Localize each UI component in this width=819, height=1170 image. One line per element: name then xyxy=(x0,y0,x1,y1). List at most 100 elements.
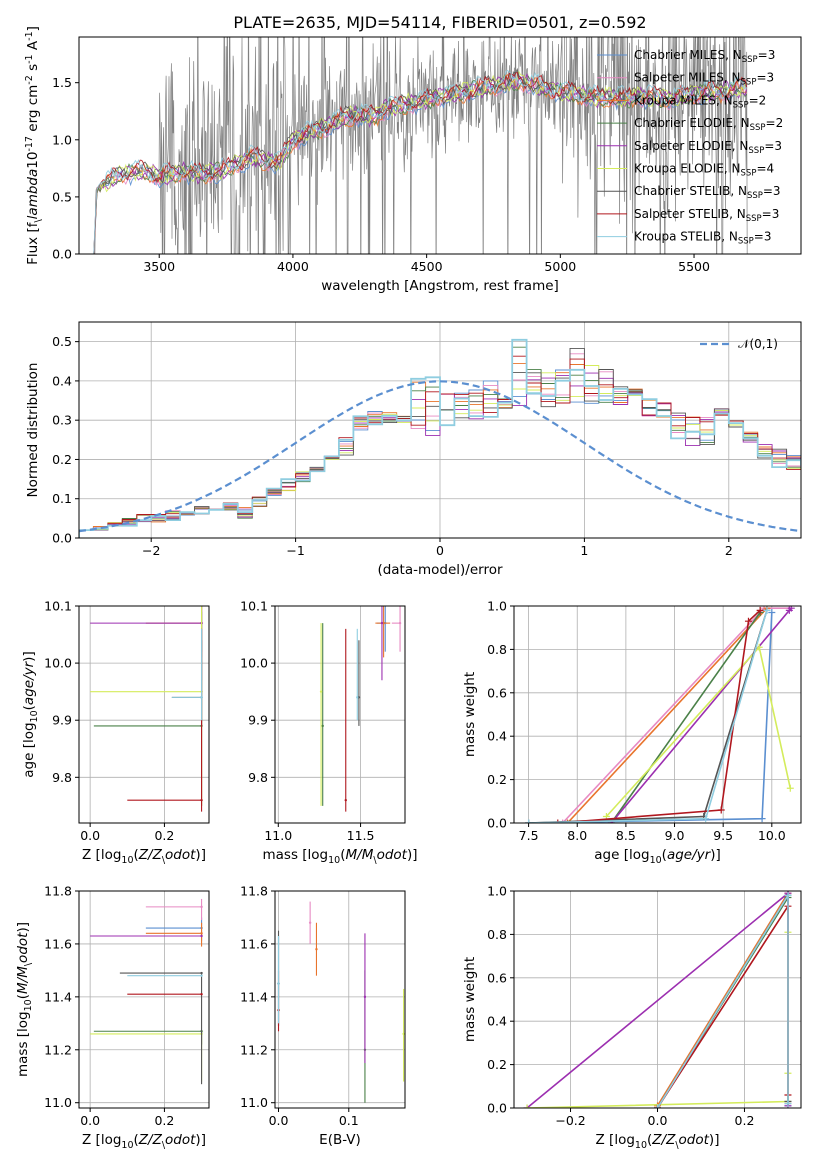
data-point xyxy=(315,948,318,951)
data-point xyxy=(277,982,280,985)
x-axis-label: wavelength [Angstrom, rest frame] xyxy=(321,278,559,294)
x-tick-label: 0 xyxy=(436,543,444,558)
y-tick-label: 10.1 xyxy=(44,599,72,614)
x-tick-label: 0.0 xyxy=(269,1113,289,1128)
y-tick-label: 0.8 xyxy=(487,927,507,942)
gridlines xyxy=(79,605,209,823)
y-tick-label: 1.0 xyxy=(487,884,507,899)
y-tick-label: 0.4 xyxy=(487,729,507,744)
x-tick-label: 4000 xyxy=(277,259,309,274)
x-axis-label: Z [log10(Z/Z\odot)] xyxy=(82,1132,206,1151)
x-tick-label: −2 xyxy=(142,543,160,558)
axes-frame xyxy=(78,605,210,824)
x-tick-label: 0.2 xyxy=(735,1113,755,1128)
data-point xyxy=(200,905,203,909)
series-marker xyxy=(702,815,710,823)
y-tick-label: 0.2 xyxy=(487,772,507,787)
hist-salpeter-miles xyxy=(79,353,801,538)
y-tick-label: 0.6 xyxy=(487,970,507,985)
series-marker xyxy=(758,815,766,823)
y-tick-label: 1.0 xyxy=(487,599,507,614)
x-axis-label: Z [log10(Z/Z\odot)] xyxy=(596,1132,720,1151)
data-point xyxy=(398,621,402,625)
axes-frame xyxy=(274,605,406,824)
x-tick-label: 0.0 xyxy=(648,1113,668,1128)
series-line-kroupa-miles xyxy=(566,607,768,823)
hist-kroupa-elodie xyxy=(79,365,801,538)
y-tick-label: 11.2 xyxy=(44,1042,72,1057)
data-point xyxy=(357,696,361,699)
data-point xyxy=(200,971,203,975)
series-marker xyxy=(784,1100,792,1108)
legend-label: Kroupa ELODIE, NSSP=4 xyxy=(634,162,774,179)
series-marker xyxy=(763,606,771,614)
x-tick-label: 0.2 xyxy=(154,1113,174,1128)
y-tick-label: 0.2 xyxy=(487,1057,507,1072)
x-tick-label: 0.0 xyxy=(80,828,100,843)
plot-area xyxy=(523,891,792,1108)
y-tick-label: 11.8 xyxy=(44,884,72,899)
y-tick-label: 9.9 xyxy=(248,713,268,728)
y-tick-label: 0.1 xyxy=(52,491,72,506)
plot-area xyxy=(319,606,402,812)
x-tick-label: 5000 xyxy=(544,259,576,274)
axes-frame xyxy=(274,890,406,1109)
legend-label: Chabrier ELODIE, NSSP=2 xyxy=(634,116,783,133)
series-marker xyxy=(525,819,533,823)
data-point xyxy=(200,993,203,996)
y-tick-label: 0.5 xyxy=(52,189,72,204)
plot-area xyxy=(90,606,203,812)
series-marker xyxy=(717,806,725,814)
data-point xyxy=(380,621,384,625)
series-marker xyxy=(523,1104,531,1108)
x-tick-label: −0.2 xyxy=(555,1113,585,1128)
y-tick-label: 10.1 xyxy=(240,599,268,614)
x-tick-label: 0.2 xyxy=(154,828,174,843)
series-marker xyxy=(559,819,567,823)
y-tick-label: 0.4 xyxy=(52,373,72,388)
series-line-salpeter-stelib xyxy=(656,903,789,1108)
x-tick-label: 11.0 xyxy=(264,828,292,843)
data-point xyxy=(402,1032,405,1036)
series-marker xyxy=(786,784,794,792)
x-tick-label: 9.0 xyxy=(665,828,685,843)
y-tick-label: 0.0 xyxy=(487,1101,507,1116)
legend-label: Kroupa MILES, NSSP=2 xyxy=(634,93,766,110)
axes-frame xyxy=(78,36,802,255)
x-axis-label: mass [log10(M/M\odot)] xyxy=(263,847,418,866)
x-tick-label: 0.0 xyxy=(80,1113,100,1128)
series-marker xyxy=(768,609,776,617)
y-tick-label: 11.2 xyxy=(240,1042,268,1057)
x-tick-label: 4500 xyxy=(411,259,443,274)
x-tick-label: 2 xyxy=(725,543,733,558)
data-point xyxy=(200,934,203,938)
y-tick-label: 11.6 xyxy=(44,936,72,951)
y-axis-label: age [log10(age/yr)] xyxy=(21,651,40,777)
axes-frame xyxy=(513,605,802,824)
series-marker xyxy=(756,606,764,614)
y-tick-label: 11.0 xyxy=(44,1095,72,1110)
x-tick-label: 3500 xyxy=(143,259,175,274)
series-marker xyxy=(554,819,562,823)
figure-title: PLATE=2635, MJD=54114, FIBERID=0501, z=0… xyxy=(233,13,646,32)
series-marker xyxy=(784,891,792,899)
panel-mass_vs_Z: 0.0 0.2 11.0 11.2 11.4 11.6 11.8 Z [log10(Z/Z\o… xyxy=(15,884,210,1151)
series-marker xyxy=(564,819,572,823)
y-tick-label: 11.8 xyxy=(240,884,268,899)
x-tick-label: 8.0 xyxy=(567,828,587,843)
y-axis-label: mass weight xyxy=(462,957,478,1042)
data-point xyxy=(200,932,203,935)
y-tick-label: 1.5 xyxy=(52,75,72,90)
axes-frame xyxy=(78,890,210,1109)
x-tick-label: 0.1 xyxy=(339,1113,359,1128)
y-tick-label: 11.4 xyxy=(44,989,72,1004)
x-tick-label: 8.5 xyxy=(616,828,636,843)
y-tick-label: 9.9 xyxy=(52,713,72,728)
y-tick-label: 0.8 xyxy=(487,642,507,657)
x-tick-label: 7.5 xyxy=(519,828,539,843)
x-tick-label: 1 xyxy=(580,543,588,558)
x-axis-label: (data-model)/error xyxy=(377,562,503,578)
x-tick-label: 10.0 xyxy=(758,828,786,843)
y-tick-label: 9.8 xyxy=(248,770,268,785)
